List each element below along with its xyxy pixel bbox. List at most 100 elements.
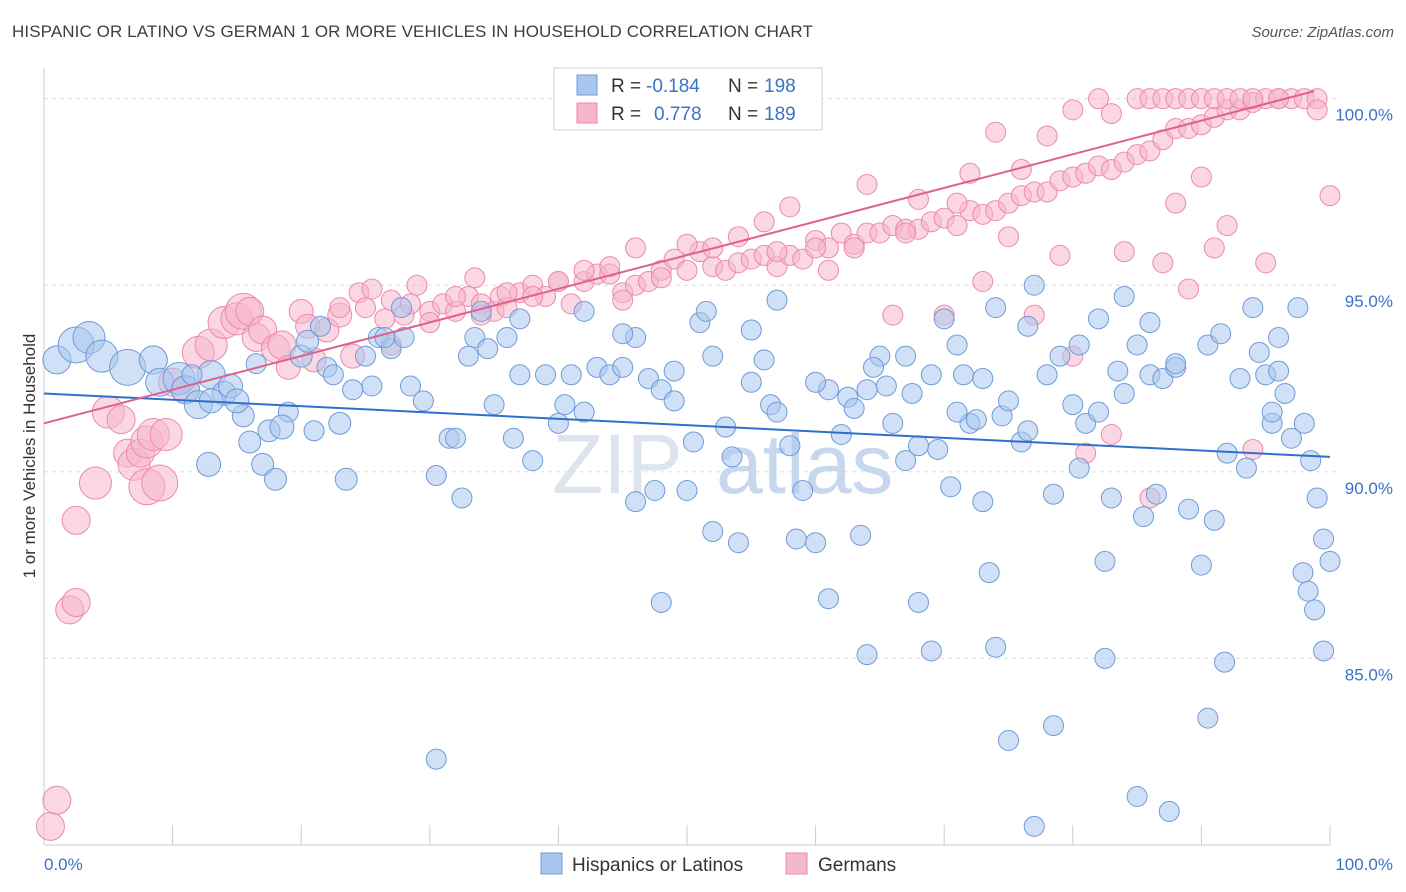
hispanic-point bbox=[1049, 345, 1071, 367]
hispanic-point bbox=[972, 368, 994, 390]
hispanic-point bbox=[1139, 312, 1161, 334]
german-point bbox=[1165, 192, 1187, 214]
german-point bbox=[753, 211, 775, 233]
germans-points bbox=[35, 88, 1341, 841]
hispanic-point bbox=[509, 364, 531, 386]
hispanic-point bbox=[850, 524, 872, 546]
hispanic-point bbox=[1313, 528, 1335, 550]
hispanic-point bbox=[972, 491, 994, 513]
german-point bbox=[1100, 424, 1122, 446]
hispanic-point bbox=[1210, 323, 1232, 345]
hispanic-point bbox=[862, 356, 884, 378]
german-point bbox=[882, 304, 904, 326]
hispanic-point bbox=[1203, 509, 1225, 531]
hispanic-point bbox=[1133, 506, 1155, 528]
hispanic-point bbox=[224, 388, 250, 414]
hispanic-point bbox=[1062, 394, 1084, 416]
hispanic-point bbox=[830, 424, 852, 446]
bottom-legend: Hispanics or Latinos Germans bbox=[540, 852, 896, 876]
german-point bbox=[972, 271, 994, 293]
tick-labels: 85.0% 90.0% 95.0% 100.0% 0.0% 100.0% bbox=[44, 106, 1393, 874]
hispanic-point bbox=[998, 730, 1019, 752]
german-point bbox=[599, 256, 621, 278]
hispanic-point bbox=[1242, 297, 1264, 319]
hispanic-point bbox=[296, 329, 320, 353]
german-point bbox=[573, 259, 595, 281]
german-point bbox=[406, 274, 428, 296]
y-axis-title: 1 or more Vehicles in Household bbox=[20, 334, 39, 579]
hispanic-point bbox=[1261, 401, 1283, 423]
legend-box bbox=[553, 67, 823, 131]
german-point bbox=[946, 192, 968, 214]
german-point bbox=[1242, 438, 1264, 460]
legend-r-value-1: -0.184 bbox=[646, 76, 700, 97]
chart-title: HISPANIC OR LATINO VS GERMAN 1 OR MORE V… bbox=[12, 22, 813, 41]
german-point bbox=[676, 259, 698, 281]
bottom-legend-swatch-blue bbox=[540, 852, 563, 875]
hispanic-point bbox=[1304, 599, 1326, 621]
y-tick-label: 85.0% bbox=[1345, 665, 1393, 684]
german-point bbox=[61, 587, 91, 617]
german-point bbox=[727, 226, 749, 248]
german-point bbox=[998, 226, 1019, 248]
german-point bbox=[985, 121, 1007, 143]
hispanic-point bbox=[445, 427, 467, 449]
hispanic-point bbox=[702, 345, 724, 367]
german-point bbox=[35, 811, 65, 841]
hispanic-point bbox=[547, 412, 569, 434]
german-point bbox=[149, 418, 183, 452]
hispanic-point bbox=[535, 364, 557, 386]
legend-n-value-2: 189 bbox=[764, 104, 796, 125]
hispanic-point bbox=[391, 297, 413, 319]
hispanic-point bbox=[1274, 382, 1296, 404]
german-point bbox=[445, 285, 467, 307]
hispanic-point bbox=[1197, 707, 1219, 729]
hispanic-point bbox=[1126, 785, 1148, 807]
x-tick-label: 0.0% bbox=[44, 855, 83, 874]
german-point bbox=[1255, 252, 1277, 274]
german-point bbox=[464, 267, 486, 289]
hispanic-point bbox=[483, 394, 505, 416]
hispanic-point bbox=[425, 465, 447, 487]
hispanic-point bbox=[374, 326, 396, 348]
hispanic-point bbox=[740, 371, 762, 393]
german-point bbox=[361, 278, 383, 300]
hispanic-point bbox=[785, 528, 807, 550]
german-point bbox=[355, 297, 376, 319]
hispanic-point bbox=[303, 420, 325, 442]
y-tick-label: 90.0% bbox=[1345, 479, 1393, 498]
hispanic-point bbox=[895, 345, 917, 367]
hispanic-point bbox=[1313, 640, 1335, 662]
y-tick-label: 100.0% bbox=[1335, 106, 1393, 125]
hispanic-point bbox=[496, 326, 518, 348]
bottom-legend-label-germans: Germans bbox=[818, 855, 896, 876]
hispanic-point bbox=[978, 562, 1000, 584]
hispanic-point bbox=[451, 487, 473, 509]
hispanic-point bbox=[998, 390, 1019, 412]
hispanic-point bbox=[361, 375, 383, 397]
german-point bbox=[895, 222, 917, 244]
hispanic-point bbox=[753, 349, 775, 371]
german-point bbox=[959, 162, 981, 184]
hispanic-point bbox=[1107, 360, 1129, 382]
hispanic-point bbox=[263, 467, 287, 491]
hispanic-point bbox=[663, 360, 685, 382]
hispanic-point bbox=[882, 412, 904, 434]
hispanic-point bbox=[1068, 457, 1090, 479]
hispanic-point bbox=[1126, 334, 1148, 356]
hispanic-point bbox=[1113, 285, 1135, 307]
hispanic-point bbox=[328, 411, 352, 435]
hispanic-point bbox=[1100, 487, 1122, 509]
hispanic-point bbox=[412, 390, 434, 412]
hispanic-point bbox=[805, 371, 827, 393]
axes bbox=[43, 68, 1331, 846]
german-point bbox=[1216, 215, 1238, 237]
hispanic-point bbox=[509, 308, 531, 330]
hispanic-point bbox=[425, 748, 447, 770]
german-point bbox=[779, 196, 801, 218]
hispanic-point bbox=[1319, 550, 1341, 572]
hispanic-point bbox=[457, 345, 479, 367]
hispanic-point bbox=[1017, 420, 1039, 442]
german-point bbox=[1152, 252, 1174, 274]
